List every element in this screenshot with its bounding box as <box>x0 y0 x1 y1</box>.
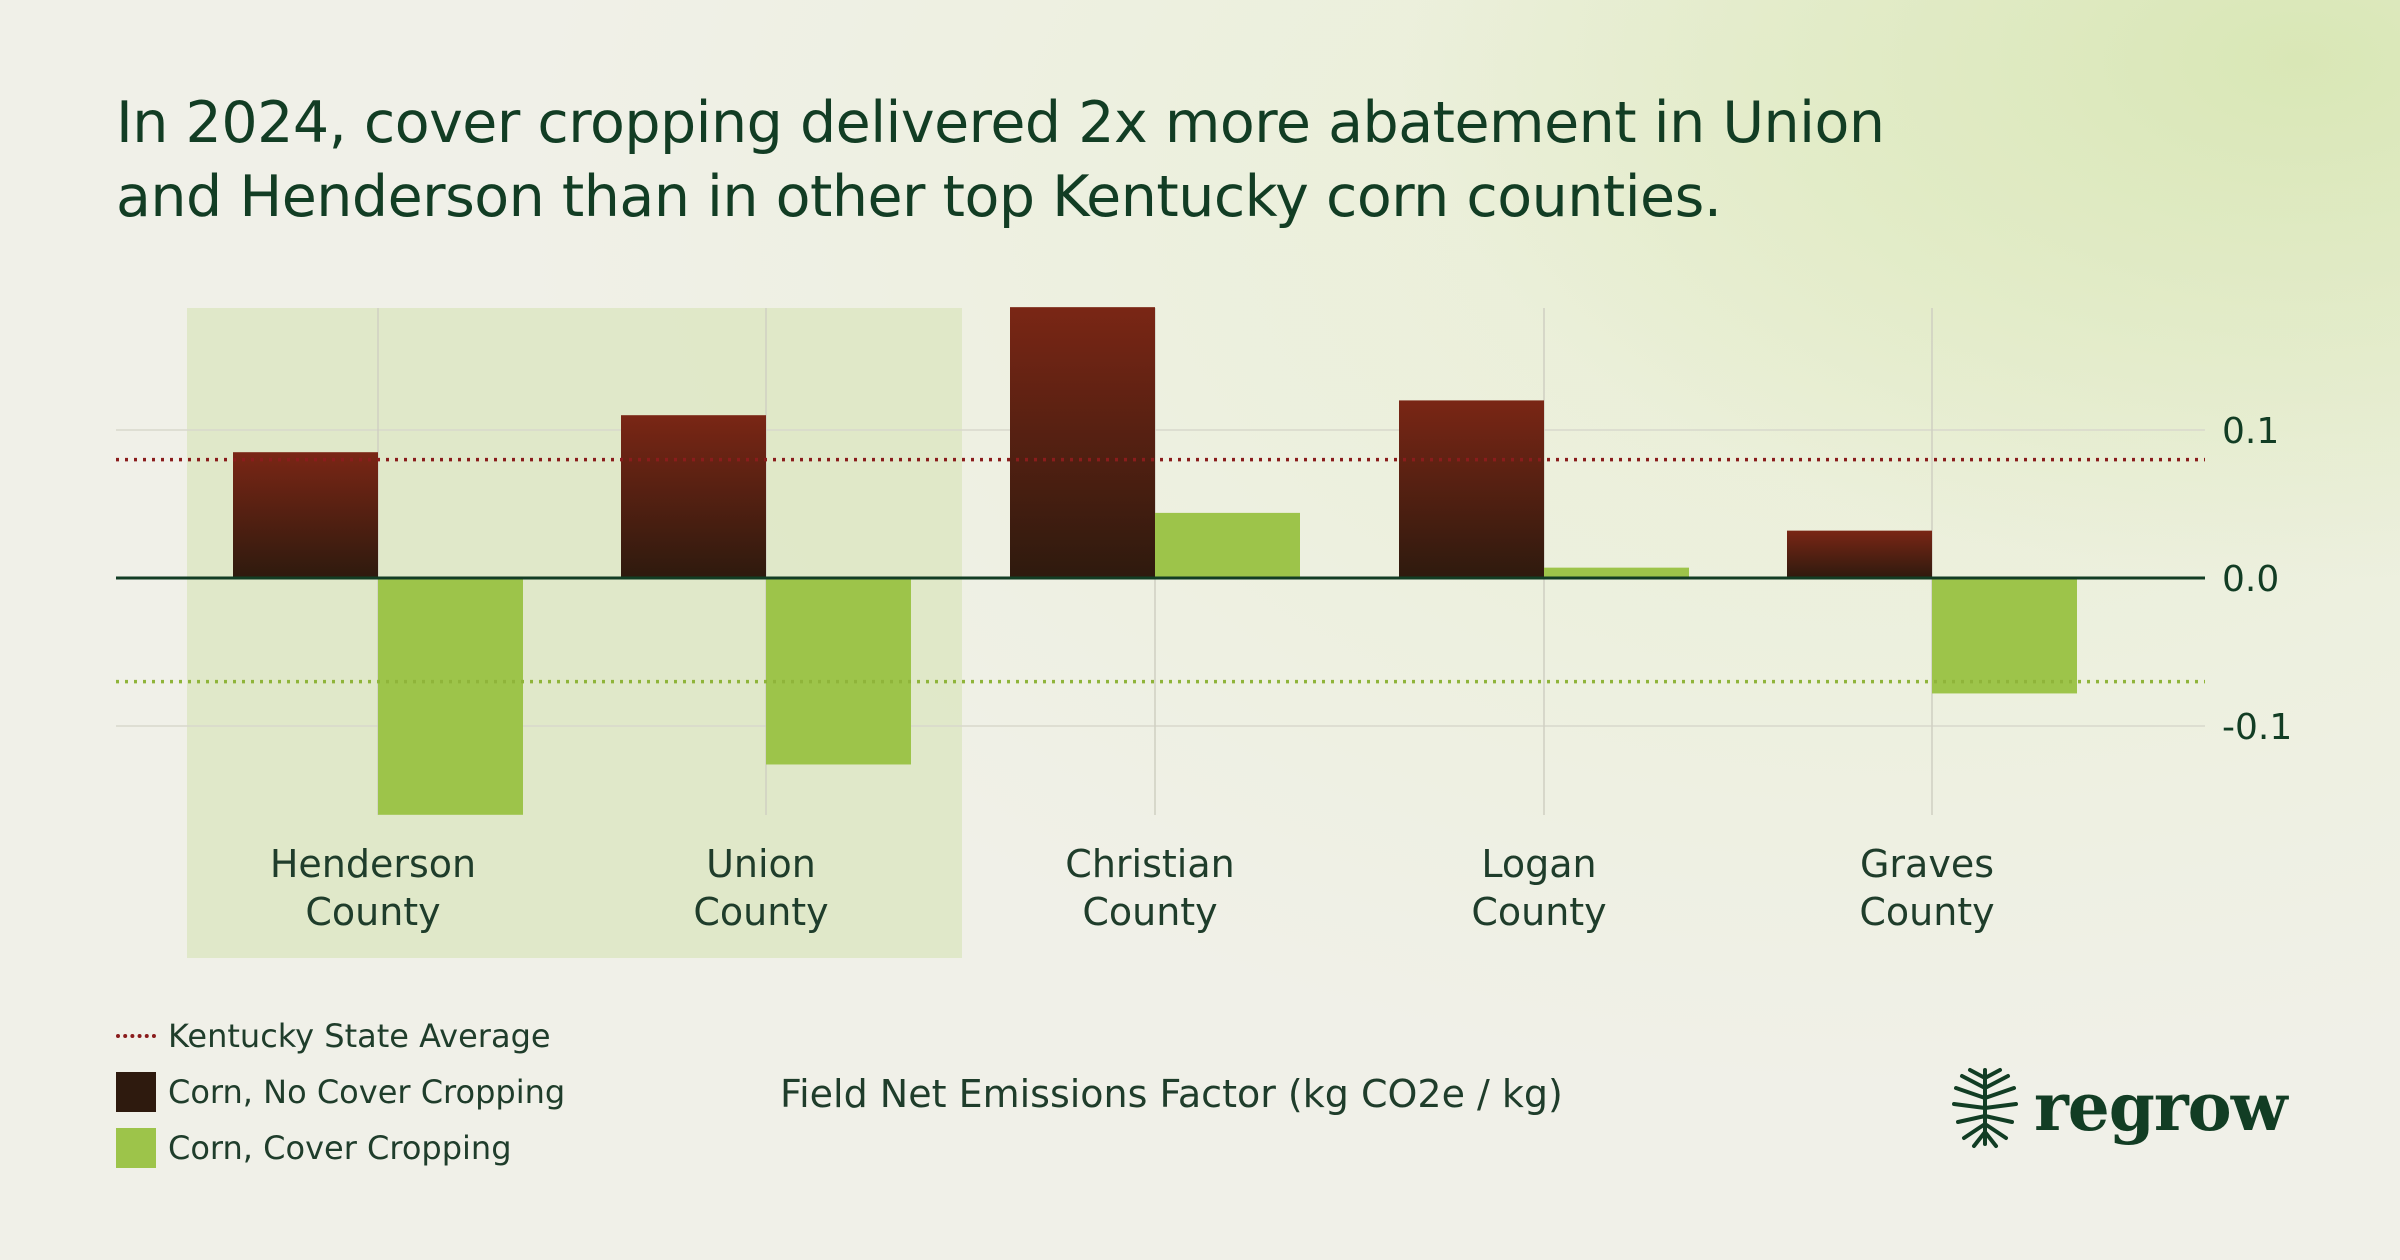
bar-cover <box>378 578 523 815</box>
bar-no-cover <box>1010 307 1155 578</box>
legend: Kentucky State Average Corn, No Cover Cr… <box>116 1008 565 1176</box>
y-tick-label: 0.1 <box>2222 411 2279 452</box>
bar-no-cover <box>621 415 766 578</box>
legend-label-cover: Corn, Cover Cropping <box>168 1129 512 1167</box>
y-tick-label: 0.0 <box>2222 559 2279 600</box>
category-label: County <box>1471 890 1606 934</box>
y-tick-label: -0.1 <box>2222 707 2292 748</box>
tree-roots-icon <box>1952 1068 2018 1148</box>
category-label: Graves <box>1860 842 1994 886</box>
bar-cover <box>1544 567 1689 578</box>
title-line-1: In 2024, cover cropping delivered 2x mor… <box>116 90 1885 156</box>
bar-cover <box>1932 578 2077 694</box>
dotted-line-swatch <box>116 1034 156 1038</box>
chart-title: In 2024, cover cropping delivered 2x mor… <box>116 86 1916 234</box>
cover-swatch <box>116 1128 156 1168</box>
legend-item-no-cover: Corn, No Cover Cropping <box>116 1064 565 1120</box>
bar-cover <box>766 578 911 765</box>
bar-no-cover <box>1399 400 1544 578</box>
category-label: Logan <box>1481 842 1596 886</box>
logo-wordmark: regrow <box>2034 1068 2288 1146</box>
bar-no-cover <box>233 452 378 578</box>
category-label: County <box>1859 890 1994 934</box>
category-label: County <box>693 890 828 934</box>
legend-item-state-average: Kentucky State Average <box>116 1008 565 1064</box>
no-cover-swatch <box>116 1072 156 1112</box>
x-axis-label: Field Net Emissions Factor (kg CO2e / kg… <box>780 1072 1563 1116</box>
regrow-logo: regrow <box>1950 1064 2288 1150</box>
bar-chart: 0.10.0-0.1HendersonCountyUnionCountyChri… <box>116 307 2292 958</box>
bar-no-cover <box>1787 530 1932 578</box>
legend-item-cover: Corn, Cover Cropping <box>116 1120 565 1176</box>
category-label: County <box>1082 890 1217 934</box>
legend-label-state-average: Kentucky State Average <box>168 1017 551 1055</box>
legend-label-no-cover: Corn, No Cover Cropping <box>168 1073 566 1111</box>
category-label: Henderson <box>270 842 476 886</box>
category-label: Christian <box>1065 842 1234 886</box>
category-label: County <box>305 890 440 934</box>
title-line-2: and Henderson than in other top Kentucky… <box>116 164 1722 230</box>
category-label: Union <box>706 842 816 886</box>
bar-cover <box>1155 512 1300 578</box>
